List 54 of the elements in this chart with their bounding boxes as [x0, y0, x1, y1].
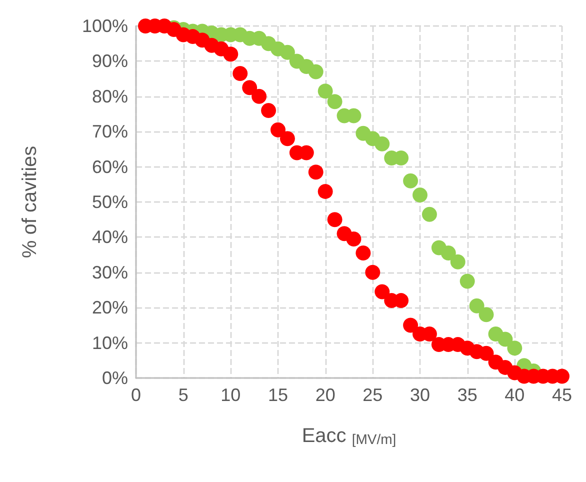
point — [346, 231, 362, 246]
point — [252, 88, 267, 104]
point — [308, 64, 324, 80]
point — [374, 284, 390, 300]
y-tick-label: 10% — [92, 332, 128, 353]
point — [460, 274, 475, 289]
x-tick-label: 45 — [552, 385, 572, 405]
point — [412, 187, 428, 202]
y-tick-label: 100% — [82, 16, 128, 36]
x-tick-label: 20 — [315, 385, 336, 405]
point — [403, 318, 418, 333]
y-tick-label: 90% — [92, 51, 128, 72]
point — [242, 80, 258, 96]
x-tick-label: 30 — [410, 385, 430, 405]
point — [327, 212, 342, 228]
y-tick-label: 50% — [92, 192, 128, 212]
point — [318, 184, 333, 199]
x-tick-label: 35 — [457, 385, 478, 405]
point — [270, 122, 286, 138]
point — [327, 94, 342, 110]
point — [450, 254, 466, 270]
point — [223, 46, 238, 62]
point — [478, 307, 494, 322]
point — [232, 66, 248, 82]
y-tick-label: 0% — [102, 368, 128, 388]
y-tick-label: 40% — [92, 227, 128, 248]
point — [507, 340, 522, 356]
point — [469, 298, 484, 314]
point — [422, 206, 437, 222]
y-tick-label: 80% — [92, 86, 128, 106]
x-tick-label: 5 — [178, 385, 188, 405]
x-tick-label: 40 — [504, 385, 525, 405]
point — [261, 102, 276, 118]
point — [440, 246, 456, 261]
point — [356, 246, 371, 261]
x-tick-label: 0 — [130, 385, 142, 405]
y-tick-label: 60% — [92, 156, 128, 177]
point — [478, 346, 494, 361]
point — [308, 164, 324, 180]
point — [498, 332, 513, 347]
x-tick-label: 15 — [268, 385, 288, 405]
x-axis-title: Eacc [MV/m] — [302, 425, 396, 447]
y-tick-label: 30% — [92, 262, 128, 282]
y-tick-label: 20% — [92, 298, 128, 318]
point — [374, 136, 390, 152]
point — [365, 264, 380, 280]
x-tick-label: 25 — [362, 385, 383, 405]
y-axis-title: % of cavities — [19, 146, 41, 258]
point — [403, 173, 418, 188]
point — [280, 44, 295, 60]
point — [280, 131, 295, 146]
x-tick-label: 10 — [220, 385, 241, 405]
point — [318, 84, 333, 99]
y-tick-label: 70% — [92, 122, 128, 142]
